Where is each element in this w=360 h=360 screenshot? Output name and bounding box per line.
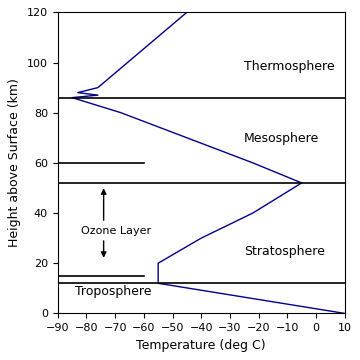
X-axis label: Temperature (deg C): Temperature (deg C) [136, 339, 266, 352]
Text: Troposphere: Troposphere [75, 285, 152, 298]
Text: Thermosphere: Thermosphere [244, 59, 335, 73]
Text: Stratosphere: Stratosphere [244, 245, 325, 258]
Y-axis label: Height above Surface (km): Height above Surface (km) [8, 78, 21, 247]
Text: Ozone Layer: Ozone Layer [81, 226, 151, 235]
Text: Mesosphere: Mesosphere [244, 132, 319, 145]
